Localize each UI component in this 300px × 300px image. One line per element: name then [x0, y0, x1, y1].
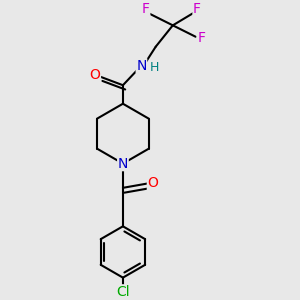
Text: F: F: [197, 31, 205, 45]
Text: H: H: [150, 61, 160, 74]
Text: Cl: Cl: [116, 285, 130, 299]
Text: O: O: [89, 68, 100, 82]
Text: N: N: [136, 59, 147, 73]
Text: F: F: [142, 2, 150, 16]
Text: O: O: [147, 176, 158, 190]
Text: N: N: [118, 157, 128, 171]
Text: F: F: [193, 2, 201, 16]
